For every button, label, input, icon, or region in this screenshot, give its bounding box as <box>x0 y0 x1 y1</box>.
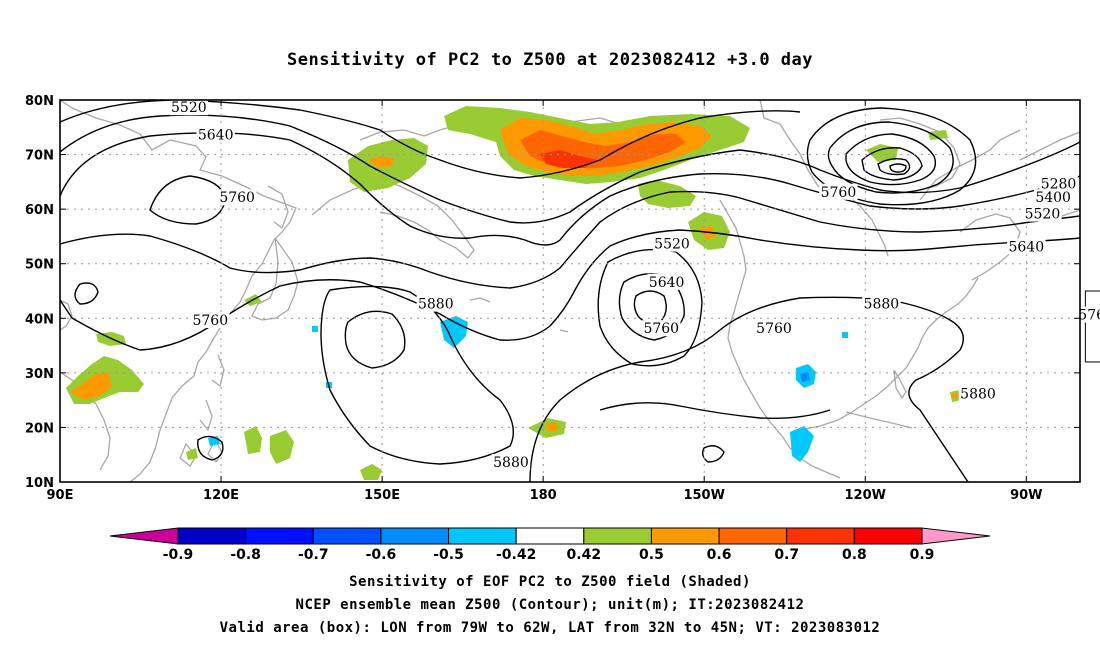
colorbar-swatch <box>177 527 247 545</box>
colorbar-label: -0.8 <box>230 547 261 563</box>
contour-label-bg <box>862 295 901 312</box>
colorbar-label: -0.9 <box>163 547 194 563</box>
colorbar-label: -0.7 <box>298 547 329 563</box>
contour-label-bg <box>1076 306 1100 323</box>
contour-labels: 5520 5640 5760 5760 5880 5520 5640 5760 5760 5760… <box>169 99 1100 471</box>
contour-label: 5760 <box>643 321 679 337</box>
colorbar-label: -0.5 <box>433 547 464 563</box>
colorbar-label: 0.5 <box>639 547 664 563</box>
contour-label: 5760 <box>219 190 255 206</box>
contour-label: 5760 <box>821 185 857 201</box>
y-tick-label: 80N <box>25 94 54 109</box>
contour-label: 5640 <box>1008 239 1044 255</box>
contour-label-bg <box>191 312 230 329</box>
colorbar-extend-high <box>921 527 991 545</box>
contour-label-bg <box>416 295 455 312</box>
x-tick-label: 90W <box>1010 488 1042 503</box>
caption-line-3: Valid area (box): LON from 79W to 62W, L… <box>219 620 881 636</box>
contour-label-bg <box>652 235 692 252</box>
contour-label: 5880 <box>418 297 454 313</box>
colorbar-label: 0.42 <box>567 547 602 563</box>
caption-line-1: Sensitivity of EOF PC2 to Z500 field (Sh… <box>349 574 751 590</box>
colorbar-swatch <box>853 527 923 545</box>
colorbar-swatch <box>380 527 450 545</box>
colorbar-swatch <box>448 527 517 545</box>
y-tick-label: 10N <box>25 476 54 491</box>
map-frame <box>59 99 1081 483</box>
caption-line-2: NCEP ensemble mean Z500 (Contour); unit(… <box>295 597 805 613</box>
contour-label: 5520 <box>1025 207 1061 223</box>
x-tick-label: 150E <box>364 488 400 503</box>
contour-label: 5400 <box>1035 190 1071 206</box>
contour-label-bg <box>1007 238 1046 255</box>
contour-label-bg <box>1033 189 1073 206</box>
contour-label: 5520 <box>654 237 690 253</box>
y-tick-label: 40N <box>25 312 54 327</box>
y-tick-label: 30N <box>25 367 54 382</box>
colorbar-swatch <box>312 527 382 545</box>
map-axes: 90E 120E 150E 180 150W 120W 90W 10N 20N 30N 40N 50N… <box>25 94 1080 503</box>
x-tick-label: 120W <box>845 488 886 503</box>
colorbar-label: -0.6 <box>366 547 397 563</box>
contour-label-bg <box>754 320 794 337</box>
contour-label: 5880 <box>864 297 900 313</box>
y-tick-label: 60N <box>25 203 54 218</box>
x-tick-label: 90E <box>47 488 74 503</box>
contour-label-bg <box>647 273 686 290</box>
colorbar-extend-low <box>109 527 179 545</box>
contour-label-bg <box>1039 175 1078 192</box>
x-tick-label: 120E <box>203 488 239 503</box>
contour-label-bg <box>642 320 681 337</box>
y-tick-label: 70N <box>25 149 54 164</box>
x-tick-label: 150W <box>683 488 724 503</box>
contour-label: 5280 <box>1041 177 1077 193</box>
valid-area-box <box>1084 290 1100 363</box>
colorbar-swatch <box>650 527 720 545</box>
colorbar-label: 0.9 <box>910 547 935 563</box>
colorbar-swatch <box>515 527 585 545</box>
contour-label: 5760 <box>1078 308 1100 324</box>
colorbar-label: -0.42 <box>496 547 536 563</box>
contour-label-bg <box>1023 205 1062 222</box>
y-tick-label: 50N <box>25 258 54 273</box>
contour-label-bg <box>958 385 998 402</box>
colorbar-swatch <box>583 527 652 545</box>
x-tick-label: 180 <box>530 488 557 503</box>
y-tick-label: 20N <box>25 421 54 436</box>
colorbar-swatch <box>718 527 788 545</box>
contour-label: 5640 <box>198 127 234 143</box>
contour-label-bg <box>819 183 858 200</box>
map-gridlines <box>60 100 1080 482</box>
contour-label: 5640 <box>649 275 685 291</box>
contour-label-bg <box>169 99 209 116</box>
colorbar-label: 0.8 <box>842 547 867 563</box>
colorbar: -0.9 -0.8 -0.7 -0.6 -0.5 -0.42 0.42 0.5 0.6 0.7 0.… <box>109 527 991 563</box>
contour-label-bg <box>217 189 257 206</box>
colorbar-swatch <box>786 527 855 545</box>
contour-label: 5880 <box>960 387 996 403</box>
contour-label-bg <box>196 126 235 143</box>
figure-title: Sensitivity of PC2 to Z500 at 2023082412… <box>286 50 813 70</box>
colorbar-label: 0.7 <box>774 547 799 563</box>
contour-label: 5880 <box>493 455 529 471</box>
contour-label: 5760 <box>756 321 792 337</box>
colorbar-swatch <box>245 527 314 545</box>
contour-label-bg <box>491 453 531 470</box>
colorbar-label: 0.6 <box>707 547 732 563</box>
contour-label: 5760 <box>192 313 228 329</box>
contour-label: 5520 <box>171 100 207 116</box>
